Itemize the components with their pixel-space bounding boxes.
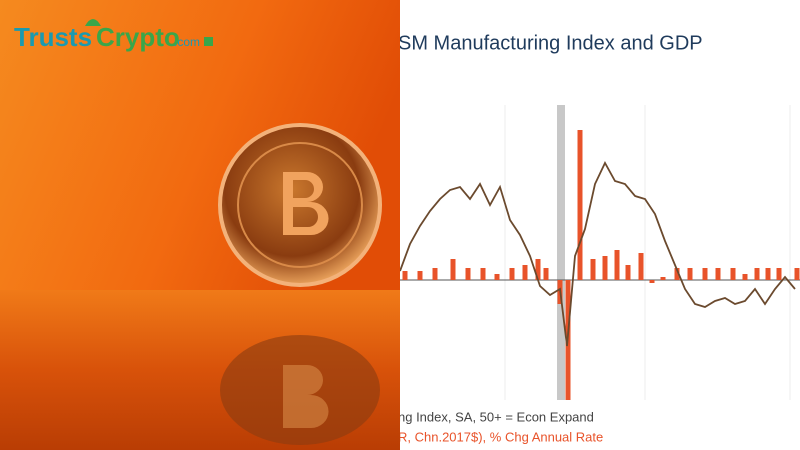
chart-title: SM Manufacturing Index and GDP [398,32,703,54]
logo-part: Crypto [96,22,180,52]
reflection-symbol [283,365,329,428]
bar [754,268,760,280]
bar [794,268,800,280]
bar [577,130,583,280]
bar [522,265,528,280]
bar [535,259,541,280]
bar [602,256,608,280]
bar [625,265,631,280]
bar [494,274,500,280]
legend-entry: ng Index, SA, 50+ = Econ Expand [398,409,594,424]
logo-part: Trusts [14,22,92,52]
legend-entry: R, Chn.2017$), % Chg Annual Rate [398,429,603,444]
bar [702,268,708,280]
coin-symbol [283,172,329,235]
bar [543,268,549,280]
bar [687,268,693,280]
bar [509,268,515,280]
bar [730,268,736,280]
bar [450,259,456,280]
recession-band [557,105,565,400]
bar [465,268,471,280]
bar [765,268,771,280]
bar [715,268,721,280]
bar [776,268,782,280]
logo-suffix: .com [174,35,200,49]
bar [432,268,438,280]
bar [674,268,680,280]
chart [400,105,800,400]
bar [480,268,486,280]
bar [417,271,423,280]
bar [742,274,748,280]
logo-icon [85,19,101,26]
bar [614,250,620,280]
bar [660,277,666,280]
bar [402,271,408,280]
coin-ring [237,142,363,268]
bar [638,253,644,280]
logo-lock [204,37,213,46]
bar [590,259,596,280]
bar [649,280,655,283]
line [400,161,796,347]
